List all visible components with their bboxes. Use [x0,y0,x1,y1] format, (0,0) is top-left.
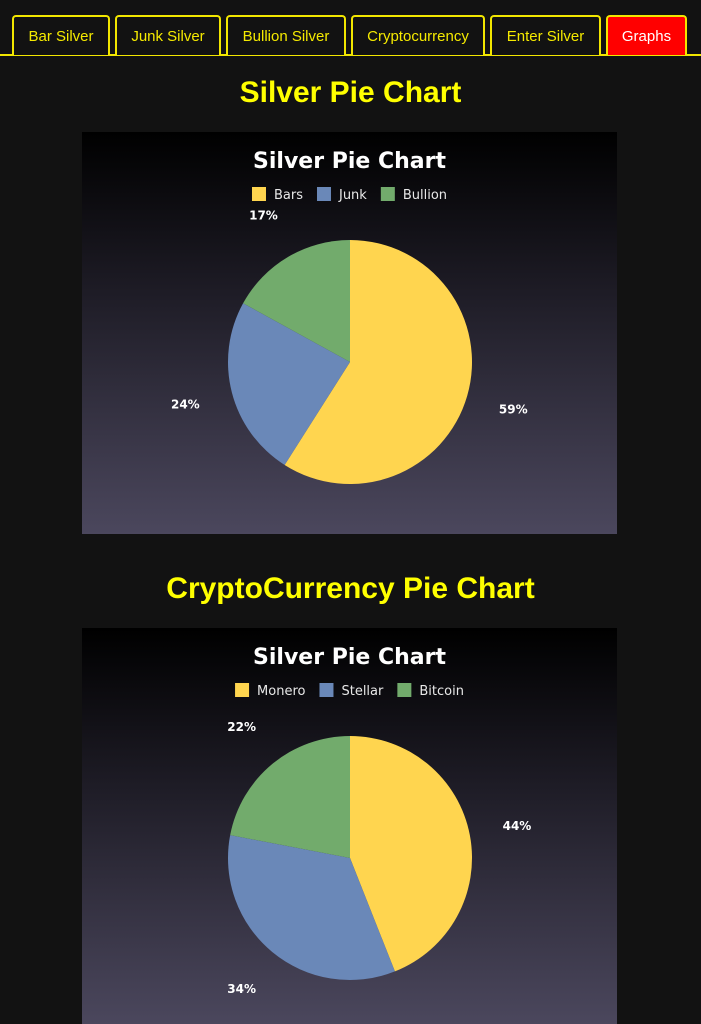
silver-legend-swatch-2 [380,187,395,201]
silver-slice-label-2: 17% [249,209,278,223]
tab-cryptocurrency[interactable]: Cryptocurrency [351,15,485,55]
crypto-legend-label-2: Bitcoin [419,684,464,699]
crypto-slice-label-2: 22% [227,720,256,734]
crypto-pie-chart: Silver Pie Chart Monero Stellar Bitcoin 44% 3… [82,628,617,1024]
crypto-pie-svg: Silver Pie Chart Monero Stellar Bitcoin 44% 3… [227,645,532,996]
silver-slice-label-0: 59% [499,402,528,416]
tab-graphs[interactable]: Graphs [606,15,687,55]
silver-slice-bullion[interactable] [243,240,350,362]
crypto-slice-bitcoin[interactable] [230,736,350,858]
silver-legend-label-2: Bullion [403,188,447,203]
silver-legend-label-1: Junk [338,188,367,203]
crypto-legend-label-0: Monero [257,684,305,699]
crypto-slice-label-0: 44% [503,819,532,833]
top-nav: Bar Silver Junk Silver Bullion Silver Cr… [0,0,701,56]
silver-legend-swatch-0 [251,187,266,201]
tab-enter-silver[interactable]: Enter Silver [490,15,601,55]
crypto-slice-label-1: 34% [227,982,256,996]
tab-bar-silver[interactable]: Bar Silver [12,15,110,55]
crypto-chart-title: Silver Pie Chart [253,645,446,670]
silver-pie-chart: Silver Pie Chart Bars Junk Bullion 59% 24% 17% [82,132,617,534]
silver-slice-label-1: 24% [171,397,200,411]
silver-slice-bars[interactable] [284,240,473,484]
silver-section-heading: Silver Pie Chart [239,76,462,109]
silver-slice-junk[interactable] [228,303,350,466]
silver-pie-svg: Silver Pie Chart Bars Junk Bullion 59% 24% 17% [171,149,528,484]
crypto-slice-monero[interactable] [350,736,472,972]
crypto-legend-swatch-2 [397,683,412,697]
crypto-section-heading: CryptoCurrency Pie Chart [166,572,535,605]
crypto-slice-stellar[interactable] [227,835,395,980]
crypto-legend-label-1: Stellar [341,684,384,699]
silver-legend-swatch-1 [316,187,331,201]
crypto-legend-swatch-0 [235,683,250,697]
tab-junk-silver[interactable]: Junk Silver [115,15,221,55]
tab-bullion-silver[interactable]: Bullion Silver [226,15,346,55]
silver-legend-label-0: Bars [274,188,303,203]
silver-chart-title: Silver Pie Chart [253,149,446,174]
crypto-legend-swatch-1 [319,683,334,697]
